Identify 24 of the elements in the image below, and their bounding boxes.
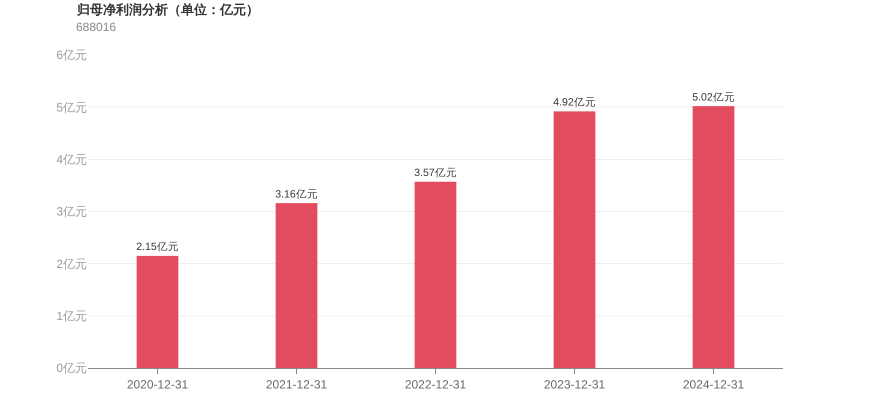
x-tick-label: 2020-12-31: [126, 377, 189, 392]
data-label: 4.92亿元: [553, 96, 596, 109]
bar: [554, 111, 596, 368]
data-label: 2.15亿元: [136, 241, 179, 254]
y-tick-label: 4亿元: [56, 152, 87, 167]
x-tick-label: 2021-12-31: [266, 377, 328, 392]
data-label: 3.16亿元: [275, 188, 318, 201]
y-tick-label: 3亿元: [56, 204, 87, 219]
x-tick-label: 2024-12-31: [682, 377, 745, 392]
y-tick-label: 5亿元: [56, 100, 87, 114]
y-tick-label: 6亿元: [56, 48, 87, 62]
chart-title: 归母净利润分析（单位：亿元）: [76, 2, 259, 17]
bar: [276, 203, 318, 368]
y-tick-label: 0亿元: [56, 361, 87, 376]
x-tick-label: 2023-12-31: [544, 377, 606, 392]
data-label: 5.02亿元: [692, 91, 735, 104]
x-tick-label: 2022-12-31: [404, 377, 467, 392]
y-tick-label: 2亿元: [56, 256, 87, 271]
bar: [692, 106, 734, 368]
bar: [414, 182, 456, 368]
bar: [136, 256, 178, 368]
data-label: 3.57亿元: [414, 167, 457, 180]
y-tick-label: 1亿元: [56, 309, 87, 324]
chart-subtitle: 688016: [76, 20, 116, 34]
